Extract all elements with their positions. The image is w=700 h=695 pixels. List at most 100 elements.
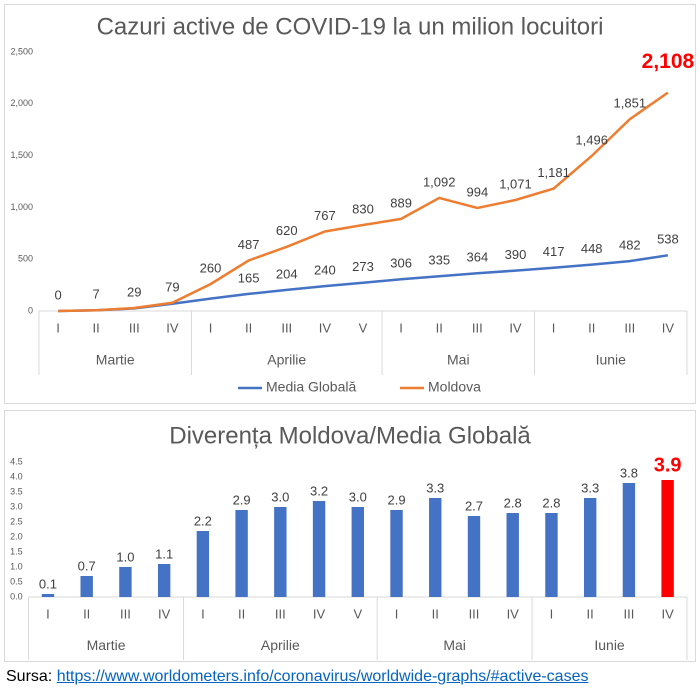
data-label: 1.1 [155, 546, 173, 561]
data-label: 3.8 [620, 465, 638, 480]
bar [583, 498, 597, 597]
x-tick-label: III [624, 320, 635, 335]
bar [545, 513, 558, 597]
data-label: 2.9 [387, 492, 405, 507]
data-label: 3.0 [271, 489, 289, 504]
data-label: 335 [428, 253, 450, 268]
data-label: 538 [657, 232, 679, 247]
y-tick-label: 1.0 [10, 561, 23, 571]
x-tick-label: I [550, 606, 554, 621]
x-tick-label: III [275, 606, 286, 621]
y-tick-label: 1.5 [10, 546, 23, 556]
x-tick-label: III [129, 320, 140, 335]
x-tick-label: I [201, 606, 205, 621]
data-label: 2.8 [542, 495, 560, 510]
data-label: 1.0 [116, 549, 134, 564]
data-label: 1,851 [614, 96, 647, 111]
line [58, 91, 669, 313]
y-tick-label: 2,000 [10, 98, 33, 108]
y-tick-label: 2.5 [10, 516, 23, 526]
data-label: 165 [238, 270, 260, 285]
bar [622, 483, 636, 597]
bar [390, 510, 403, 597]
chart-title: Diverența Moldova/Media Globală [169, 422, 531, 449]
x-tick-label: III [120, 606, 131, 621]
data-label: 3.3 [426, 480, 444, 495]
group-label: Aprilie [267, 352, 306, 368]
data-label: 830 [352, 201, 374, 216]
x-tick-label: I [56, 320, 60, 335]
data-label: 417 [543, 244, 565, 259]
x-tick-label: I [46, 606, 50, 621]
x-tick-label: II [238, 606, 245, 621]
bar [80, 576, 93, 597]
x-tick-label: III [281, 320, 292, 335]
panel [4, 410, 696, 662]
x-tick-label: IV [158, 606, 171, 621]
y-tick-label: 2,500 [10, 46, 33, 56]
bar [661, 480, 674, 597]
y-tick-label: 0.5 [10, 576, 23, 586]
source-link[interactable]: https://www.worldometers.info/coronaviru… [56, 668, 589, 685]
chart-title: Cazuri active de COVID-19 la un milion l… [97, 13, 604, 40]
x-tick-label: II [588, 320, 595, 335]
data-label: 448 [581, 241, 603, 256]
data-label: 260 [200, 261, 222, 276]
data-label: 1,496 [575, 132, 608, 147]
x-tick-label: IV [507, 606, 520, 621]
data-label: 29 [127, 284, 141, 299]
data-label: 3.3 [581, 480, 599, 495]
group-label: Iunie [594, 637, 625, 653]
bar [467, 516, 481, 597]
bar [157, 564, 171, 597]
y-tick-label: 500 [18, 254, 33, 264]
bar [119, 567, 132, 597]
y-tick-label: 3.0 [10, 501, 23, 511]
data-label: 3.0 [349, 489, 367, 504]
y-tick-label: 3.5 [10, 486, 23, 496]
group-label: Iunie [596, 352, 627, 368]
x-tick-label: II [245, 320, 252, 335]
data-label: 364 [467, 250, 489, 265]
data-label: 204 [276, 266, 298, 281]
data-label: 487 [238, 237, 260, 252]
x-tick-label: V [353, 606, 362, 621]
group-label: Aprilie [261, 637, 300, 653]
data-label: 0.7 [78, 558, 96, 573]
bar [41, 594, 55, 597]
data-label: 2.9 [233, 492, 251, 507]
x-tick-label: IV [662, 320, 675, 335]
group-label: Martie [96, 352, 135, 368]
bar [429, 498, 442, 597]
x-tick-label: II [432, 606, 439, 621]
data-label: 390 [505, 247, 527, 262]
y-tick-label: 1,000 [10, 202, 33, 212]
y-tick-label: 4.5 [10, 456, 23, 466]
x-tick-label: I [209, 320, 213, 335]
panel [4, 4, 696, 404]
data-label: 273 [352, 259, 374, 274]
data-label: 1,181 [537, 165, 570, 180]
data-label: 620 [276, 223, 298, 238]
legend-label: Media Globală [266, 379, 356, 395]
group-label: Mai [447, 352, 470, 368]
x-tick-label: II [436, 320, 443, 335]
group-label: Mai [443, 637, 466, 653]
x-tick-label: III [469, 606, 480, 621]
x-tick-label: IV [166, 320, 179, 335]
bar [196, 531, 210, 597]
data-label: 0 [54, 287, 61, 302]
data-label: 482 [619, 238, 641, 253]
source: Sursa: https://www.worldometers.info/cor… [6, 668, 588, 686]
data-label: 2.7 [465, 498, 483, 513]
x-tick-label: II [93, 320, 100, 335]
data-label: 2.2 [194, 513, 212, 528]
group-label: Martie [87, 637, 126, 653]
y-tick-label: 2.0 [10, 531, 23, 541]
data-label: 3.2 [310, 483, 328, 498]
x-tick-label: III [623, 606, 634, 621]
x-tick-label: I [395, 606, 399, 621]
data-label: 1,071 [499, 176, 532, 191]
y-tick-label: 0 [28, 305, 33, 315]
y-tick-label: 0.0 [10, 591, 23, 601]
